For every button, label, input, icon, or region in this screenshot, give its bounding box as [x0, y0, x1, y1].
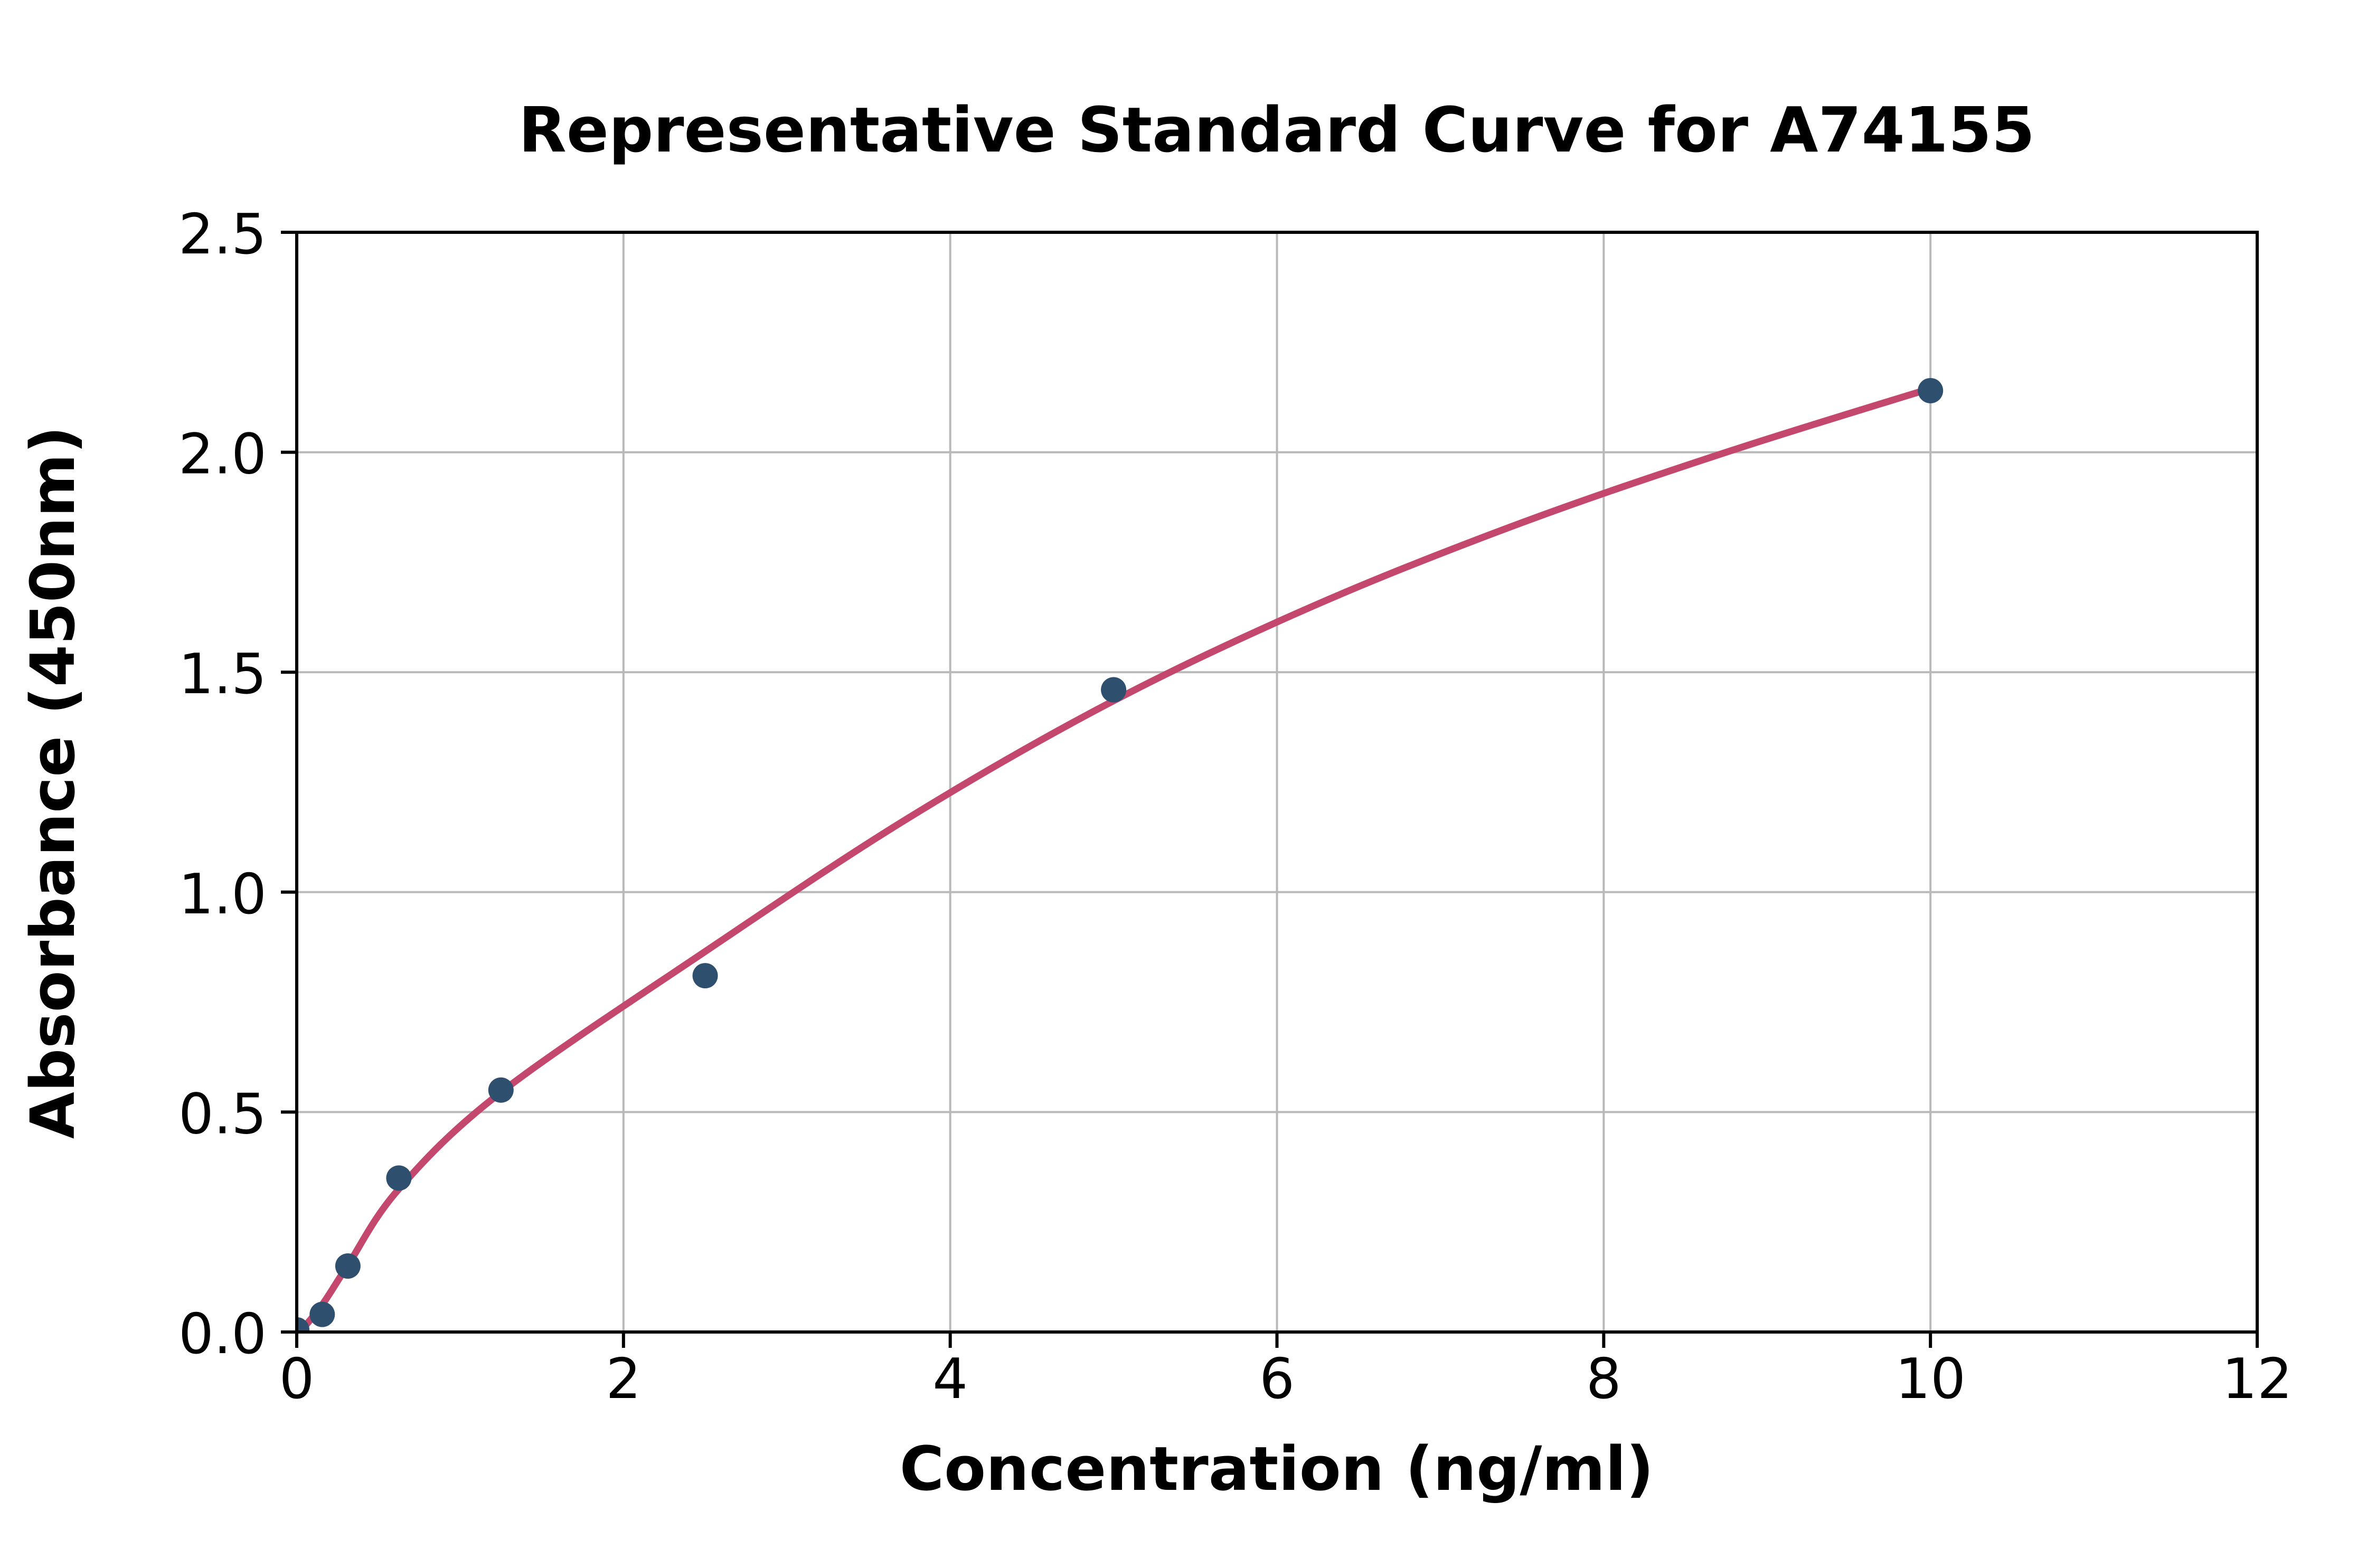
data-point-marker	[488, 1077, 514, 1103]
y-tick-label: 2.0	[178, 422, 267, 487]
data-point-marker	[386, 1165, 412, 1191]
y-axis-label: Absorbance (450nm)	[18, 426, 89, 1139]
data-point-marker	[692, 963, 718, 989]
y-tick-label: 0.5	[178, 1082, 267, 1146]
x-tick-label: 6	[1259, 1347, 1295, 1411]
fit-curve-layer	[297, 385, 1934, 1332]
axis-ticks	[281, 231, 2259, 1348]
data-points-layer	[297, 377, 1944, 1332]
x-tick-label: 10	[1895, 1347, 1966, 1411]
x-axis-label: Concentration (ng/ml)	[900, 1434, 1654, 1505]
data-point-marker	[1918, 377, 1944, 403]
data-point-marker	[309, 1301, 335, 1327]
y-tick-label: 1.5	[178, 642, 267, 706]
x-tick-label: 2	[606, 1347, 641, 1411]
data-point-marker	[1101, 677, 1127, 703]
y-tick-label: 0.0	[178, 1302, 267, 1366]
gridlines	[297, 232, 2257, 1332]
chart-title: Representative Standard Curve for A74155	[518, 93, 2035, 166]
x-tick-label: 12	[2222, 1347, 2293, 1411]
fit-curve-line	[297, 385, 1934, 1332]
x-tick-label: 0	[279, 1347, 315, 1411]
x-tick-label: 8	[1586, 1347, 1621, 1411]
y-tick-label: 1.0	[178, 862, 267, 927]
data-point-marker	[335, 1253, 361, 1279]
axis-tick-labels: 0 2 4 6 8 10 12 0.0 0.5 1.0 1.5 2.0 2.5	[178, 202, 2293, 1411]
y-tick-label: 2.5	[178, 202, 267, 267]
x-tick-label: 4	[932, 1347, 968, 1411]
data-point-marker	[297, 1317, 309, 1332]
